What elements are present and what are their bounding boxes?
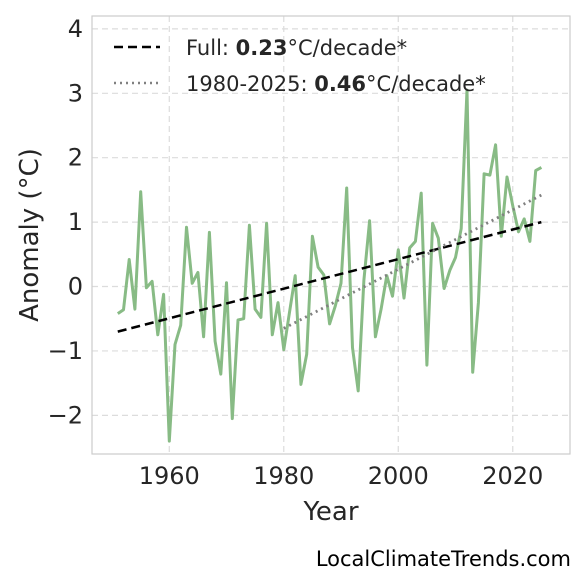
grid	[92, 16, 570, 454]
y-tick-label: 1	[68, 208, 83, 236]
legend-full-value: 0.23	[236, 36, 288, 60]
trend-lines	[117, 193, 543, 333]
y-tick-label: 2	[68, 144, 83, 172]
y-tick-label: 4	[68, 15, 83, 43]
legend-recent-value: 0.46	[314, 72, 366, 96]
legend-full-prefix: Full:	[186, 36, 236, 60]
full-trend-line	[117, 220, 542, 333]
anomaly-series	[116, 88, 543, 443]
x-tick-label: 2020	[482, 462, 543, 490]
y-tick-label: 0	[68, 273, 83, 301]
x-axis-label: Year	[302, 497, 358, 527]
y-tick-label: −1	[48, 337, 83, 365]
y-tick-labels: −2 −1 0 1 2 3 4	[48, 15, 83, 429]
y-axis-label: Anomaly (°C)	[15, 148, 45, 322]
x-tick-label: 1980	[253, 462, 314, 490]
legend-full-suffix: °C/decade*	[288, 36, 408, 60]
legend-full-label: Full: 0.23°C/decade*	[186, 36, 407, 60]
y-tick-label: 3	[68, 79, 83, 107]
recent-trend-line	[283, 193, 543, 330]
x-tick-label: 1960	[139, 462, 200, 490]
y-tick-label: −2	[48, 401, 83, 429]
legend-recent-label: 1980-2025: 0.46°C/decade*	[186, 72, 486, 96]
legend-recent-suffix: °C/decade*	[366, 72, 486, 96]
plot-frame	[91, 15, 571, 455]
x-tick-labels: 1960 1980 2000 2020	[139, 462, 544, 490]
legend-recent-prefix: 1980-2025:	[186, 72, 314, 96]
legend: Full: 0.23°C/decade* 1980-2025: 0.46°C/d…	[114, 36, 486, 96]
anomaly-line	[116, 88, 543, 443]
source-credit: LocalClimateTrends.com	[315, 547, 571, 571]
x-tick-label: 2000	[368, 462, 429, 490]
